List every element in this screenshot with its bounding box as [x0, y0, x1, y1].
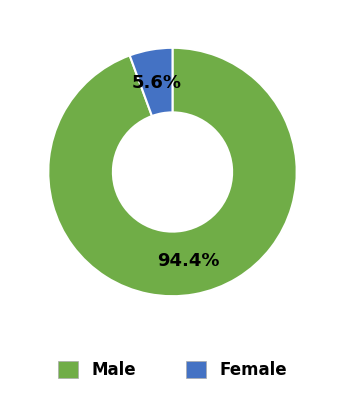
- Text: 5.6%: 5.6%: [132, 74, 181, 92]
- Legend: Male, Female: Male, Female: [50, 352, 295, 387]
- Wedge shape: [48, 48, 297, 296]
- Wedge shape: [130, 48, 172, 116]
- Text: 94.4%: 94.4%: [157, 252, 220, 270]
